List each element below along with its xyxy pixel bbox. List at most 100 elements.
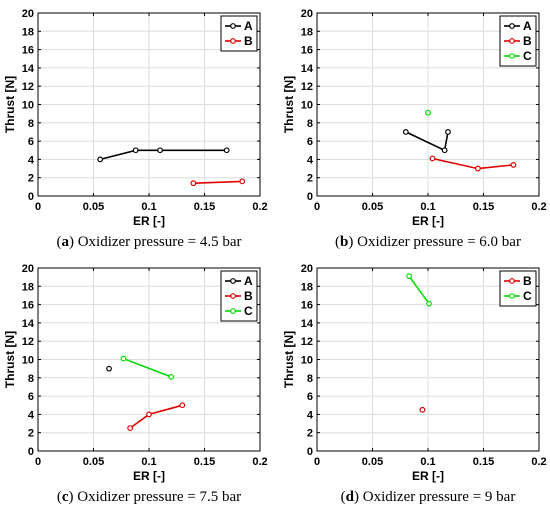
- data-point-A: [402, 129, 409, 135]
- data-point-C: [168, 373, 175, 380]
- y-tick-label: 8: [28, 118, 34, 130]
- caption-letter: a: [61, 234, 69, 250]
- series-line-C: [408, 275, 430, 305]
- legend-marker-C: [509, 293, 515, 299]
- y-tick-label: 10: [301, 100, 313, 112]
- y-tick-label: 8: [28, 373, 34, 385]
- x-tick-label: 0.1: [420, 456, 435, 468]
- x-tick-label: 0.05: [362, 201, 383, 213]
- legend-label-C: C: [244, 304, 253, 318]
- legend-label-A: A: [244, 274, 253, 288]
- data-point-B: [146, 411, 152, 418]
- legend-box: [220, 15, 258, 52]
- y-tick-label: 12: [301, 336, 313, 348]
- caption-text: Oxidizer pressure = 6.0 bar: [353, 234, 521, 250]
- y-tick-label: 20: [301, 8, 313, 20]
- caption-letter: d: [346, 489, 355, 505]
- data-point-B: [510, 161, 517, 168]
- legend: ABC: [220, 270, 258, 322]
- data-point-C: [120, 355, 127, 362]
- x-tick-label: 0.1: [420, 201, 435, 213]
- legend-marker-B: [509, 278, 515, 284]
- y-tick-label: 16: [22, 45, 34, 57]
- legend-label-C: C: [523, 289, 532, 303]
- caption-letter: c: [62, 489, 69, 505]
- x-tick-label: 0.05: [83, 201, 104, 213]
- chart-panel-d: 0 0.05 0.1 0.15 0.2 0 2 4 6 8 10 12 14 16 18 20 ER [-] Th…: [282, 263, 547, 505]
- x-tick-label: 0.15: [194, 201, 215, 213]
- x-tick-label: 0: [314, 456, 320, 468]
- data-point-B: [419, 406, 426, 413]
- y-tick-label: 18: [301, 281, 313, 293]
- data-point-C: [406, 273, 413, 280]
- panel-caption: (a) Oxidizer pressure = 4.5 bar: [56, 234, 241, 250]
- legend: AB: [220, 15, 258, 52]
- y-tick-label: 14: [22, 63, 35, 75]
- y-tick-label: 2: [307, 173, 313, 185]
- data-point-B: [429, 155, 436, 162]
- data-point-B: [239, 178, 246, 185]
- y-tick-label: 8: [307, 118, 313, 130]
- caption-paren-open: (: [341, 489, 346, 505]
- y-tick-label: 4: [307, 409, 314, 421]
- y-tick-label: 12: [22, 336, 34, 348]
- caption-paren-open: (: [335, 234, 340, 250]
- data-point-A: [106, 365, 112, 372]
- series-line-A: [100, 149, 227, 161]
- y-tick-label: 16: [301, 300, 313, 312]
- data-point-A: [132, 147, 139, 154]
- caption-paren-open: (: [57, 489, 62, 505]
- data-point-B: [179, 402, 186, 409]
- chart-panel-a: 0 0.05 0.1 0.15 0.2 0 2 4 6 8 10 12 14 16 18 20 ER [-] Th…: [3, 8, 268, 250]
- data-point-C: [425, 109, 431, 116]
- legend-label-B: B: [244, 289, 253, 303]
- caption-text: Oxidizer pressure = 7.5 bar: [74, 489, 242, 505]
- data-point-A: [445, 129, 451, 135]
- legend-marker-A: [230, 278, 236, 284]
- x-tick-label: 0.1: [141, 456, 156, 468]
- y-tick-label: 6: [28, 136, 34, 148]
- data-point-B: [190, 180, 197, 187]
- x-axis-label: ER [-]: [133, 214, 165, 228]
- y-tick-label: 18: [22, 26, 34, 38]
- x-tick-label: 0.2: [252, 456, 267, 468]
- x-tick-label: 0.05: [83, 456, 104, 468]
- y-tick-label: 16: [22, 300, 34, 312]
- legend: ABC: [499, 15, 537, 67]
- panel-caption: (b) Oxidizer pressure = 6.0 bar: [335, 234, 521, 250]
- y-tick-label: 8: [307, 373, 313, 385]
- x-tick-label: 0: [35, 456, 41, 468]
- caption-paren-close: ): [69, 489, 74, 505]
- legend-box: [499, 270, 537, 307]
- data-point-A: [97, 156, 104, 163]
- x-axis-label: ER [-]: [133, 469, 165, 483]
- x-tick-label: 0.15: [473, 201, 494, 213]
- x-tick-label: 0.05: [362, 456, 383, 468]
- chart-panel-b: 0 0.05 0.1 0.15 0.2 0 2 4 6 8 10 12 14 16 18 20 ER [-] Th…: [282, 8, 547, 250]
- legend-label-B: B: [244, 34, 253, 48]
- data-point-C: [426, 300, 433, 307]
- x-tick-label: 0.15: [194, 456, 215, 468]
- x-tick-label: 0.2: [252, 201, 267, 213]
- x-axis-label: ER [-]: [412, 214, 444, 228]
- panel-caption: (d) Oxidizer pressure = 9 bar: [341, 489, 516, 505]
- chart-panel-c: 0 0.05 0.1 0.15 0.2 0 2 4 6 8 10 12 14 16 18 20 ER [-] Th…: [3, 263, 268, 505]
- y-tick-label: 6: [307, 391, 313, 403]
- y-tick-label: 0: [307, 191, 313, 203]
- y-tick-label: 10: [22, 100, 34, 112]
- legend-marker-B: [509, 38, 515, 44]
- y-tick-label: 4: [28, 154, 35, 166]
- x-tick-label: 0.2: [531, 456, 546, 468]
- data-point-A: [441, 147, 448, 154]
- legend-marker-A: [509, 23, 515, 29]
- legend-marker-A: [230, 23, 236, 29]
- x-tick-label: 0: [35, 201, 41, 213]
- legend-marker-C: [509, 53, 515, 59]
- y-tick-label: 6: [307, 136, 313, 148]
- x-tick-label: 0.15: [473, 456, 494, 468]
- caption-text: Oxidizer pressure = 9 bar: [359, 489, 515, 505]
- y-tick-label: 2: [307, 428, 313, 440]
- y-tick-label: 2: [28, 173, 34, 185]
- y-tick-label: 4: [28, 409, 35, 421]
- y-axis-label: Thrust [N]: [282, 331, 296, 388]
